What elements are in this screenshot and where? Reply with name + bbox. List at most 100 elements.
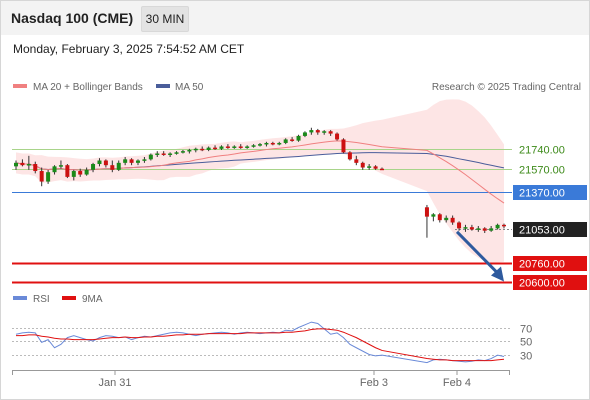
ma20-line [15,140,505,204]
candle-body [309,130,314,133]
candle-body [110,165,115,170]
rsi-ma-legend-label: 9MA [82,294,103,305]
support-price-tag [513,256,587,271]
candle-body [26,164,31,166]
candle-body [502,224,506,227]
rsi-legend-label: RSI [33,294,50,305]
candle-body [225,146,230,148]
candle-body [97,160,102,165]
candle-body [290,139,295,141]
candle-body [495,224,500,229]
candle-body [155,153,160,155]
time-tick-label: Jan 31 [98,377,131,389]
support-price-tag [513,275,587,290]
candle-body [360,162,365,168]
candle-body [354,159,359,163]
forecast-arrow-head [491,266,504,282]
candle-body [52,166,57,173]
candle-body [193,148,198,151]
ma50-legend-label: MA 50 [175,82,204,93]
candle-body [116,162,121,170]
bollinger-band [16,99,504,263]
candle-body [322,131,327,133]
rsi-tick-label: 50 [520,337,532,349]
candle-body [277,142,282,145]
ma50-legend-swatch [156,84,170,88]
candle-body [424,207,429,217]
candle-body [380,168,384,171]
candle-body [489,228,494,231]
candle-body [58,165,63,167]
rsi-tick-label: 30 [520,351,532,363]
candle-body [437,214,442,221]
last-price-label: 21053.00 [519,225,565,237]
datetime-label: Monday, February 3, 2025 7:54:52 AM CET [13,42,245,56]
candle-body [476,228,481,230]
resistance-price-label: 21740.00 [519,145,565,157]
candle-body [373,166,378,169]
candle-body [206,147,211,150]
candle-body [65,165,70,177]
candle-body [328,131,333,134]
candle-body [347,152,352,160]
rsi-line [15,321,505,364]
candle-body [270,142,275,145]
candle-body [238,146,243,148]
resistance-price-tag [513,162,587,177]
candle-body [91,164,96,170]
candle-body [232,146,237,148]
candle-body [33,164,38,172]
candle-body [200,148,205,151]
rsi-tick-label: 70 [520,324,532,336]
candle-body [14,162,18,167]
candle-body [296,135,301,141]
resistance-price-tag [513,142,587,157]
candle-body [123,159,128,163]
candle-body [367,166,372,168]
candle-body [258,144,262,146]
candle-body [283,139,288,143]
rsi-legend-swatch [13,296,27,300]
ma20-legend-label: MA 20 + Bollinger Bands [33,82,143,93]
time-tick-label: Feb 4 [443,377,471,389]
ma20-legend-swatch [13,84,27,88]
candle-body [174,152,179,154]
candle-body [245,146,250,148]
candle-body [469,227,474,230]
candle-body [463,227,468,229]
candle-body [180,151,185,153]
resistance-price-label: 21570.00 [519,165,565,177]
last-price-tag [513,222,587,237]
candle-body [103,160,108,166]
candle-body [219,146,224,149]
candle-body [315,130,320,133]
candle-body [78,171,83,175]
pivot-price-tag [513,185,587,200]
candle-body [444,217,449,221]
candle-body [142,159,147,161]
candle-body [148,154,153,160]
forecast-arrow-shaft [455,230,499,274]
pivot-price-label: 21370.00 [519,188,565,200]
instrument-title: Nasdaq 100 (CME) [11,10,134,26]
candle-body [187,149,192,152]
candle-body [71,171,76,177]
candle-body [84,169,89,175]
candle-body [341,139,346,153]
candle-body [136,160,140,163]
candle-body [264,142,269,145]
rsi-ma-legend-swatch [62,296,76,300]
candle-body [335,133,340,140]
timeframe-button[interactable]: 30 MIN [141,6,189,32]
candle-body [129,159,134,163]
candle-body [46,172,51,182]
support-price-label: 20600.00 [519,278,565,290]
rsi-ma-line [16,328,505,362]
candle-body [302,132,307,136]
candle-body [431,214,436,217]
candle-body [450,217,455,223]
copyright-label: Research © 2025 Trading Central [432,82,581,93]
candle-body [482,228,487,231]
candle-body [251,145,256,147]
time-tick-label: Feb 3 [360,377,388,389]
